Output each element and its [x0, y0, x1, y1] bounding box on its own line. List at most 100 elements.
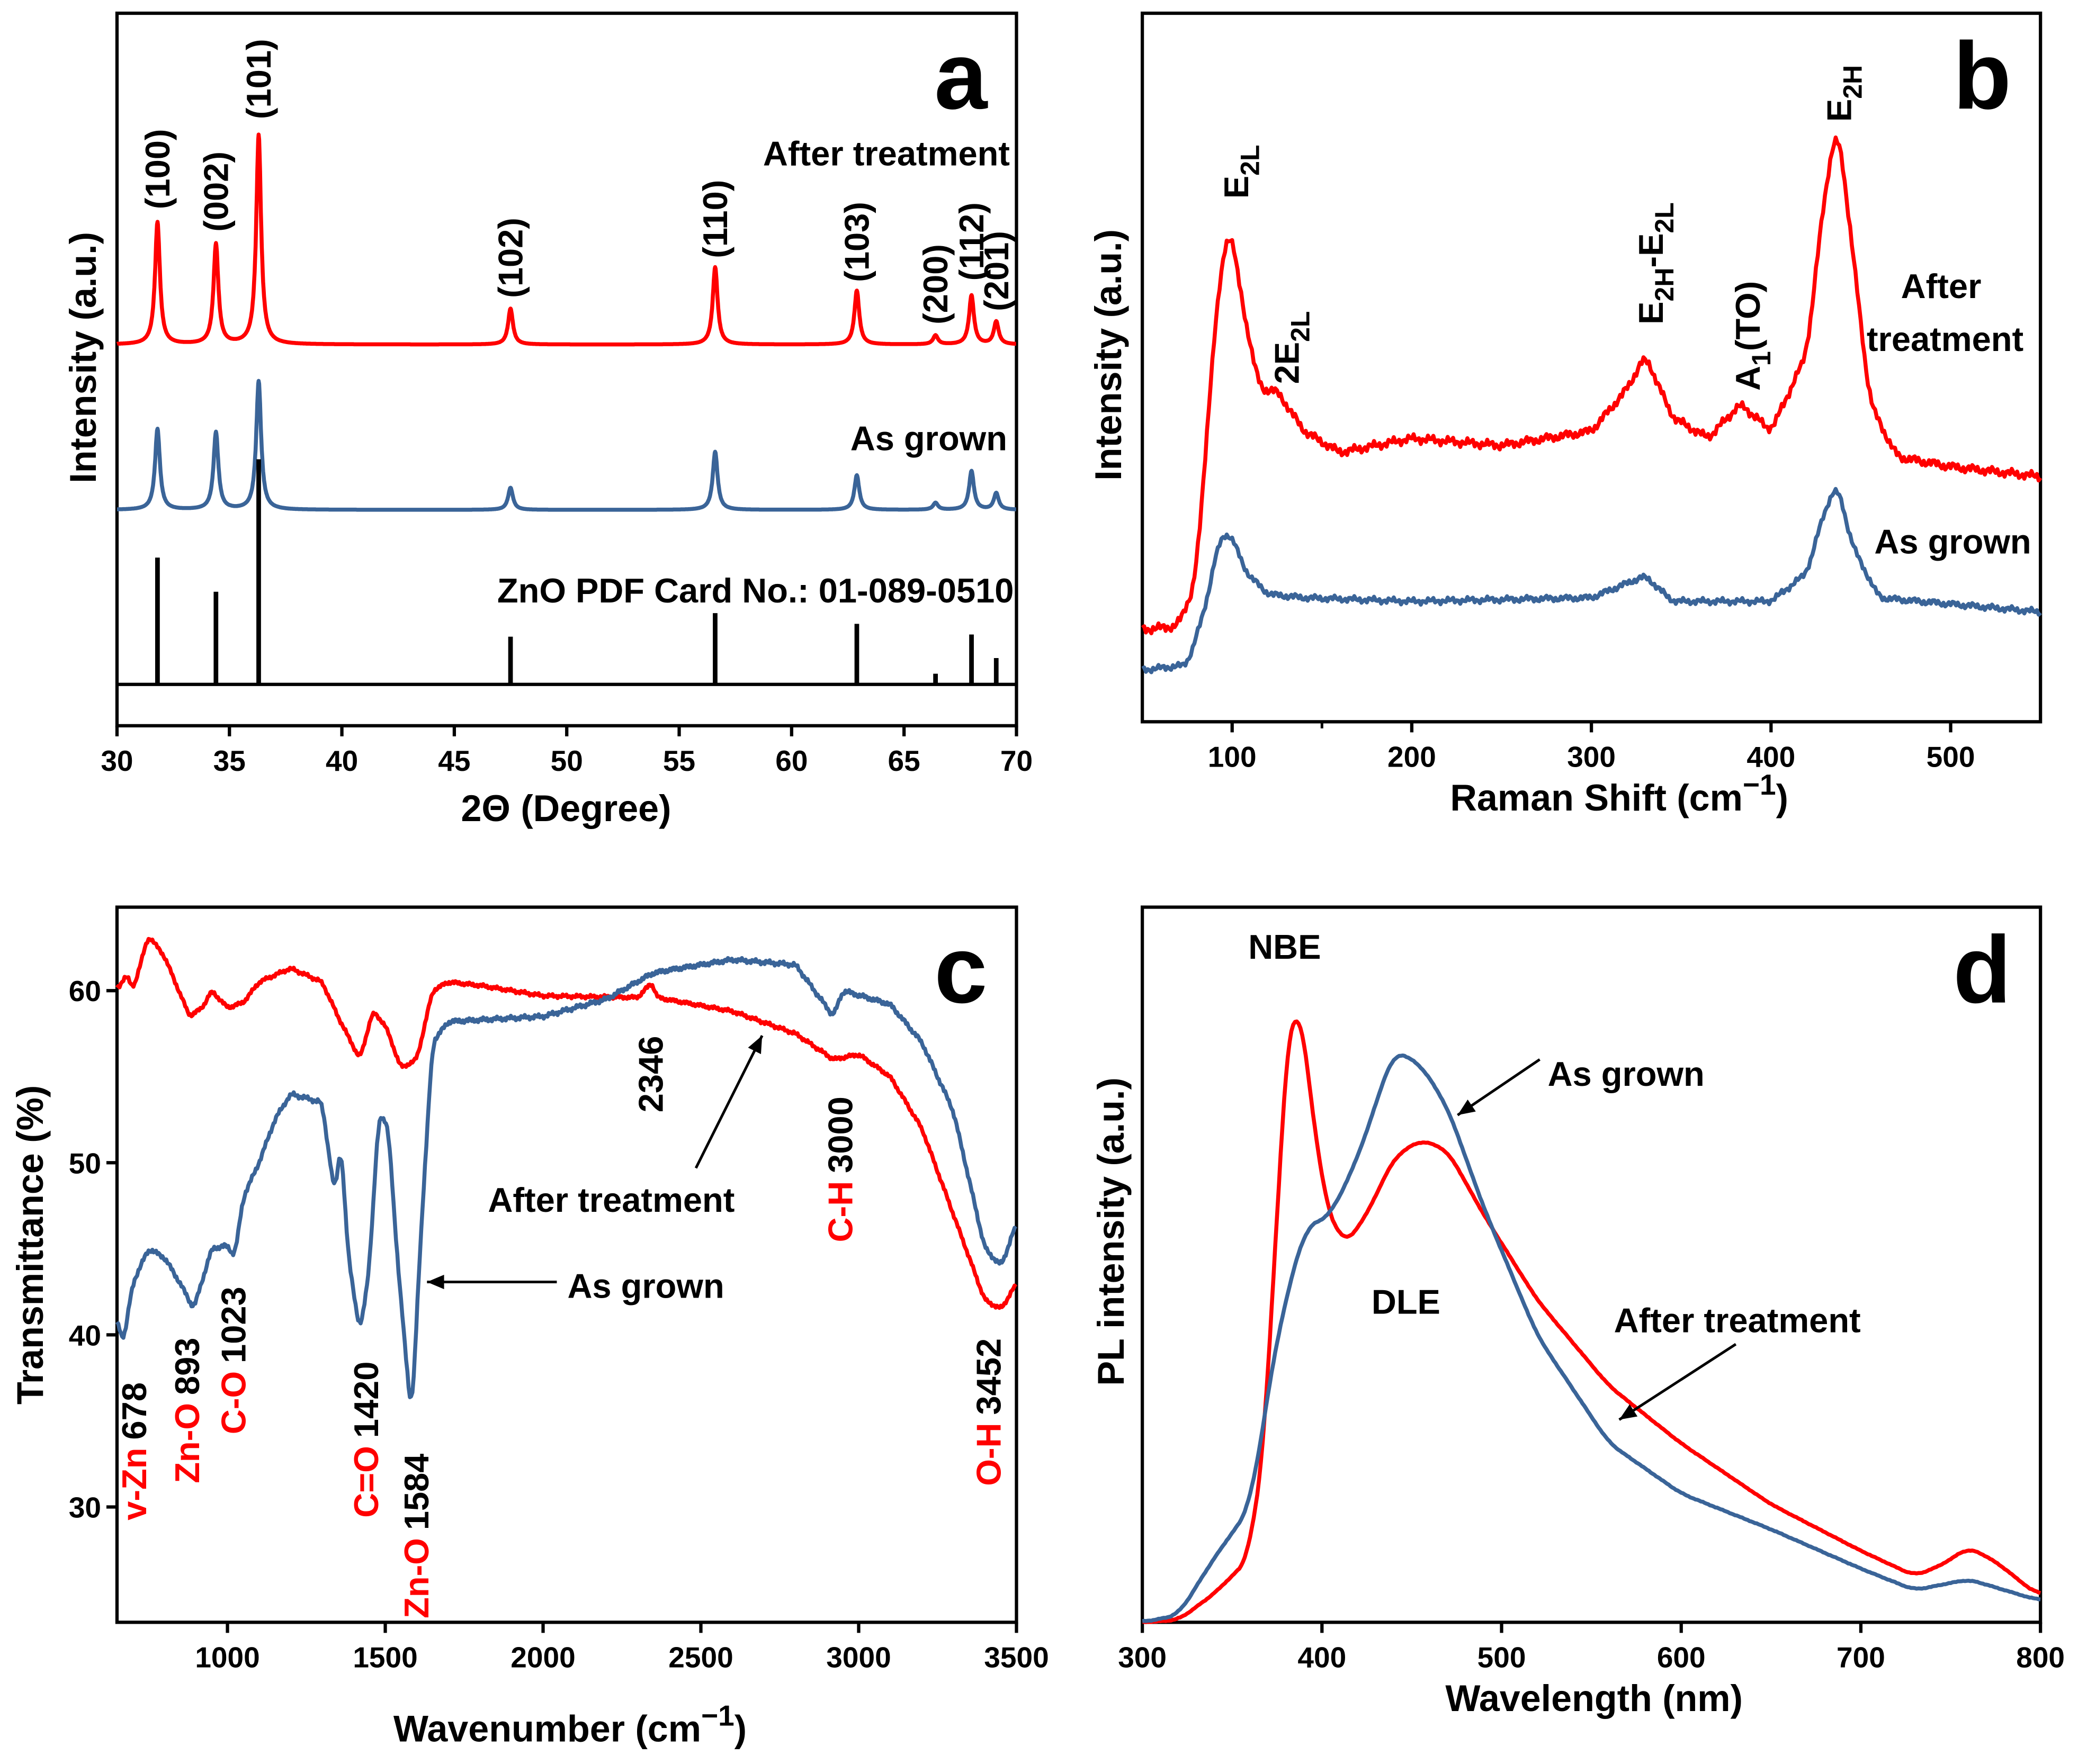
plot-frame: [1140, 905, 2043, 1624]
panel-letter: b: [1953, 23, 2011, 129]
band-wavenumber: 678: [115, 1382, 154, 1439]
as-grown-arrow-head: [427, 1274, 444, 1290]
x-tick-label: 70: [1000, 744, 1033, 777]
band-wavenumber: 3452: [969, 1338, 1008, 1415]
panel-letter: d: [1953, 917, 2011, 1023]
raman-mode-label: A1(TO): [1728, 281, 1776, 391]
peak-label-hkl: (100): [138, 129, 177, 209]
ftir-band-label: O-H 3452: [969, 1338, 1008, 1486]
band-assignment: Zn-O: [397, 1538, 436, 1618]
x-axis-label-text: Wavenumber (cm: [393, 1708, 701, 1749]
dle-label: DLE: [1372, 1282, 1440, 1321]
band-assignment: C-H: [821, 1181, 859, 1243]
x-tick-label: 1500: [353, 1641, 417, 1673]
x-tick-label: 3000: [826, 1641, 891, 1673]
x-tick-label: 500: [1927, 740, 1975, 773]
panel-c-ftir: 1000 1500 2000 2500 3000 3500 30 40 50 60 c Wavenum…: [10, 905, 1049, 1749]
x-tick-label: 800: [2016, 1641, 2065, 1673]
ftir-band-label: 2346: [632, 1036, 670, 1113]
x-axis-label: 2Θ (Degree): [461, 788, 671, 829]
x-tick-label: 2500: [668, 1641, 733, 1673]
x-axis-label-sup: −1: [1743, 768, 1776, 801]
x-axis-label-text: 2Θ (Degree): [461, 788, 671, 829]
band-wavenumber: 1584: [397, 1454, 436, 1531]
y-axis-label: PL intensity (a.u.): [1090, 1077, 1132, 1385]
y-tick-label: 60: [69, 975, 101, 1007]
x-tick-label: 30: [101, 744, 133, 777]
band-assignment: O-H: [969, 1423, 1008, 1486]
label-subscript: 2H: [1838, 65, 1867, 99]
peak-label-hkl: (201): [977, 231, 1016, 311]
x-tick-label: 500: [1477, 1641, 1526, 1673]
after-treatment-curve: [1141, 135, 2043, 635]
y-axis-label: Transmittance (%): [10, 1085, 51, 1405]
label-subscript: 2L: [1285, 311, 1315, 342]
peak-label-hkl: (112): [952, 202, 991, 281]
panel-b-raman: 100 200 300 400 500 b Raman Shift (cm−1) Intens…: [1088, 11, 2043, 818]
panel-a-xrd: 30 35 40 45 50 55 60 65 70 a 2Θ (Degree) Intensity …: [62, 11, 1033, 829]
x-tick-label: 3500: [984, 1641, 1049, 1673]
x-axis-label: Wavenumber (cm−1): [393, 1699, 747, 1749]
band-assignment: Zn-O: [168, 1403, 207, 1483]
band-wavenumber: 3000: [821, 1096, 859, 1173]
y-tick-label: 30: [69, 1491, 101, 1524]
x-axis-label: Wavelength (nm): [1445, 1678, 1743, 1719]
label-subscript: 1: [1746, 351, 1776, 366]
ftir-band-label: v-Zn 678: [115, 1382, 154, 1520]
x-tick-label: 65: [888, 744, 920, 777]
after-treatment-arrow-head: [748, 1036, 763, 1055]
raman-mode-label: E2L: [1217, 145, 1265, 199]
band-assignment: v-Zn: [115, 1447, 154, 1520]
label-text: E: [1820, 99, 1858, 122]
band-wavenumber: 1023: [214, 1286, 253, 1363]
x-tick-label: 300: [1118, 1641, 1167, 1673]
band-assignment: C=O: [347, 1446, 386, 1518]
x-tick-label: 50: [551, 744, 583, 777]
x-tick-label: 35: [213, 744, 246, 777]
label-text: 2E: [1267, 342, 1306, 384]
as-grown-curve: [115, 956, 1018, 1399]
band-wavenumber: 893: [168, 1338, 207, 1395]
series-label-as-grown: As grown: [850, 419, 1007, 458]
x-tick-label: 1000: [195, 1641, 259, 1673]
peak-label-hkl: (200): [916, 244, 955, 325]
panel-letter: a: [934, 23, 988, 129]
panel-letter: c: [934, 917, 987, 1023]
x-tick-label: 40: [326, 744, 358, 777]
x-tick-label: 400: [1746, 740, 1795, 773]
peak-label-hkl: (110): [696, 180, 735, 258]
x-axis-label-sup: −1: [701, 1699, 735, 1732]
ftir-band-label: Zn-O 1584: [397, 1454, 436, 1618]
plot-frame: [115, 905, 1018, 1624]
after-treatment-curve: [115, 937, 1018, 1310]
series-label-after-treatment: After treatment: [488, 1181, 735, 1219]
band-wavenumber: 2346: [632, 1036, 670, 1113]
x-axis-label-end: ): [1776, 777, 1788, 818]
raman-mode-label: E2H-E2L: [1632, 202, 1679, 325]
x-tick-label: 600: [1657, 1641, 1706, 1673]
peak-label-hkl: (101): [239, 39, 278, 119]
y-axis-label: Intensity (a.u.): [1088, 229, 1129, 481]
after-treatment-arrow-head: [1619, 1404, 1638, 1420]
plot-frame: [115, 11, 1018, 727]
x-tick-label: 700: [1837, 1641, 1885, 1673]
series-label-after-treatment: After treatment: [1614, 1301, 1861, 1340]
reference-card-label: ZnO PDF Card No.: 01-089-0510: [497, 571, 1014, 610]
x-axis-label: Raman Shift (cm−1): [1450, 768, 1788, 818]
after-treatment-curve: [115, 132, 1018, 347]
panel-d-pl: 300 400 500 600 700 800 d Wavelength (nm) PL int…: [1090, 905, 2065, 1719]
y-axis-label: Intensity (a.u.): [62, 232, 104, 483]
x-tick-label: 100: [1208, 740, 1257, 773]
band-wavenumber: 1420: [347, 1362, 386, 1438]
as-grown-arrow-head: [1457, 1099, 1476, 1115]
label-text: E: [1632, 301, 1670, 324]
label-subscript: 2H: [1650, 268, 1679, 302]
ftir-band-label: C=O 1420: [347, 1362, 386, 1518]
x-tick-label: 300: [1567, 740, 1616, 773]
y-tick-label: 40: [69, 1319, 101, 1352]
series-label-after-line1: After: [1901, 267, 1982, 305]
ftir-band-label: C-O 1023: [214, 1286, 253, 1434]
x-axis-label-end: ): [735, 1708, 747, 1749]
label-text: -E: [1632, 233, 1670, 268]
